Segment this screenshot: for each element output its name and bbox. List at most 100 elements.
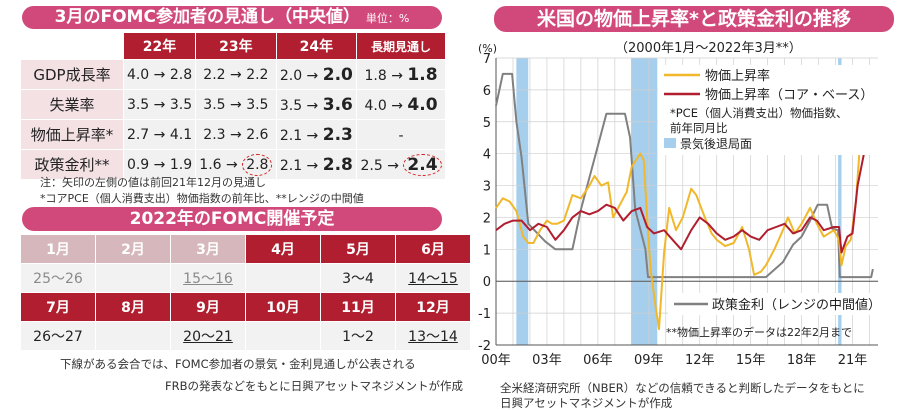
y-tick-label: 4 bbox=[483, 148, 491, 163]
y-tick-label: -1 bbox=[478, 307, 491, 322]
new-val: 4.0 bbox=[407, 94, 438, 115]
date-cell: 25〜26 bbox=[21, 264, 95, 292]
month-cell: 3月 bbox=[171, 235, 245, 263]
month-cell: 4月 bbox=[246, 235, 320, 263]
new-val: 3.5 bbox=[169, 96, 193, 113]
y-tick-label: 0 bbox=[483, 275, 491, 290]
new-val: 2.3 bbox=[322, 124, 353, 145]
table1-title: 3月のFOMC参加者の見通し（中央値） 単位：% bbox=[22, 6, 442, 29]
chart-title: 米国の物価上昇率*と政策金利の推移 bbox=[494, 6, 894, 32]
y-tick-label: 1 bbox=[483, 243, 491, 258]
cell: 1.6 → 2.8 bbox=[196, 150, 276, 179]
date-cell: 15〜16 bbox=[171, 264, 245, 292]
prev-val: 1.6 → bbox=[199, 156, 243, 173]
schedule-months-row-1: 1月 2月 3月 4月 5月 6月 bbox=[21, 235, 470, 263]
new-val: 2.8 bbox=[169, 66, 193, 83]
cell: 2.1 → 2.3 bbox=[276, 120, 357, 149]
date-cell bbox=[96, 264, 170, 292]
date-cell bbox=[96, 322, 170, 350]
prev-val: 2.1 → bbox=[279, 157, 323, 174]
header-24: 24年 bbox=[276, 33, 357, 59]
prev-val: 2.2 → bbox=[203, 66, 247, 83]
date-cell bbox=[246, 264, 320, 292]
month-cell: 6月 bbox=[396, 235, 470, 263]
prev-val: 4.0 → bbox=[126, 66, 170, 83]
legend-note1: *PCE（個人消費支出）物価指数、 bbox=[670, 106, 847, 120]
month-cell: 8月 bbox=[96, 293, 170, 321]
table1-note1: 注：矢印の左側の値は前回21年12月の見通し bbox=[40, 176, 266, 189]
legend2-bg bbox=[668, 293, 880, 315]
table2-note1: 下線がある会合では、FOMC参加者の景気・金利見通しが公表される bbox=[60, 357, 416, 371]
fomc-schedule-table: 1月 2月 3月 4月 5月 6月 25〜26 15〜16 3〜4 14〜15 … bbox=[20, 234, 471, 351]
header-22: 22年 bbox=[124, 33, 196, 59]
source-line2: 日興アセットマネジメントが作成 bbox=[500, 396, 673, 410]
axis-layer: -2 -1 0 1 2 3 4 5 6 7 00年 03年 06年 09年 12年 15年 18年 21年 bbox=[478, 52, 878, 368]
y-tick-label: 3 bbox=[483, 180, 491, 195]
cell: 2.2 → 2.2 bbox=[196, 60, 276, 89]
table1-unit: 単位：% bbox=[365, 12, 410, 25]
new-val-circled: 2.8 bbox=[242, 153, 273, 176]
schedule-dates-row-2: 26〜27 20〜21 1〜2 13〜14 bbox=[21, 322, 470, 350]
row-unemployment: 失業率 3.5 → 3.5 3.5 → 3.5 3.5 → 3.6 4.0 → … bbox=[21, 90, 445, 119]
fomc-projection-table: 22年 23年 24年 長期見通し GDP成長率 4.0 → 2.8 2.2 →… bbox=[20, 32, 446, 180]
prev-val: 3.5 → bbox=[203, 96, 247, 113]
series-line bbox=[495, 108, 873, 254]
y-tick-label: -2 bbox=[478, 339, 491, 354]
header-long-run: 長期見通し bbox=[357, 33, 445, 59]
series-line bbox=[495, 76, 873, 331]
row-label: 政策金利** bbox=[21, 150, 123, 179]
month-cell: 2月 bbox=[96, 235, 170, 263]
prev-val: 0.9 → bbox=[126, 156, 170, 173]
legend-note2: 前年同月比 bbox=[670, 121, 728, 135]
row-label: 失業率 bbox=[21, 90, 123, 119]
prev-val: 2.0 → bbox=[279, 67, 323, 84]
date-cell: 20〜21 bbox=[171, 322, 245, 350]
cell: 2.7 → 4.1 bbox=[124, 120, 196, 149]
prev-val: 2.7 → bbox=[126, 126, 170, 143]
date-cell: 3〜4 bbox=[321, 264, 395, 292]
row-label: 物価上昇率* bbox=[21, 120, 123, 149]
month-cell: 1月 bbox=[21, 235, 95, 263]
y-tick-label: 5 bbox=[483, 116, 491, 131]
recession-band bbox=[838, 58, 842, 345]
table2-title: 2022年のFOMC開催予定 bbox=[22, 207, 442, 231]
x-tick-label: 03年 bbox=[532, 353, 562, 368]
schedule-months-row-2: 7月 8月 9月 10月 11月 12月 bbox=[21, 293, 470, 321]
chart-subtitle: （2000年1月〜2022年3月**） bbox=[615, 41, 802, 56]
month-cell: 10月 bbox=[246, 293, 320, 321]
legend-label-recession: 景気後退局面 bbox=[680, 136, 752, 151]
date-cell: 13〜14 bbox=[396, 322, 470, 350]
row-policy-rate: 政策金利** 0.9 → 1.9 1.6 → 2.8 2.1 → 2.8 2.5… bbox=[21, 150, 445, 179]
cell: 4.0 → 4.0 bbox=[357, 90, 445, 119]
legend-label-inflation: 物価上昇率 bbox=[705, 68, 770, 84]
prev-val: 3.5 → bbox=[279, 97, 323, 114]
y-unit-label: (%) bbox=[478, 42, 497, 55]
legend-swatch-recession bbox=[664, 138, 676, 148]
new-val: 2.0 bbox=[322, 64, 353, 85]
table1-title-text: 3月のFOMC参加者の見通し（中央値） bbox=[54, 7, 360, 27]
x-tick-label: 00年 bbox=[481, 353, 511, 368]
series-line bbox=[495, 72, 874, 279]
x-tick-label: 18年 bbox=[787, 353, 817, 368]
projection-header-row: 22年 23年 24年 長期見通し bbox=[21, 33, 445, 59]
prev-val: 1.8 → bbox=[364, 67, 408, 84]
x-tick-label: 12年 bbox=[685, 353, 715, 368]
row-label: GDP成長率 bbox=[21, 60, 123, 89]
table2-note2: FRBの発表などをもとに日興アセットマネジメントが作成 bbox=[165, 379, 464, 393]
cell: 1.8 → 1.8 bbox=[357, 60, 445, 89]
legend-label-policy: 政策金利（レンジの中間値） bbox=[712, 297, 881, 313]
header-23: 23年 bbox=[196, 33, 276, 59]
cell: 3.5 → 3.5 bbox=[196, 90, 276, 119]
date-cell bbox=[246, 322, 320, 350]
new-val: 3.6 bbox=[322, 94, 353, 115]
cell: 3.5 → 3.6 bbox=[276, 90, 357, 119]
x-tick-label: 09年 bbox=[634, 353, 664, 368]
prev-val: 2.1 → bbox=[279, 127, 323, 144]
new-val: 4.1 bbox=[169, 126, 193, 143]
prev-val: 3.5 → bbox=[126, 96, 170, 113]
chart-footnote: **物価上昇率のデータは22年2月まで bbox=[666, 325, 852, 339]
cell: 2.0 → 2.0 bbox=[276, 60, 357, 89]
source-line1: 全米経済研究所（NBER）などの信頼できると判断したデータをもとに bbox=[500, 381, 865, 395]
new-val-circled: 2.4 bbox=[403, 153, 442, 176]
